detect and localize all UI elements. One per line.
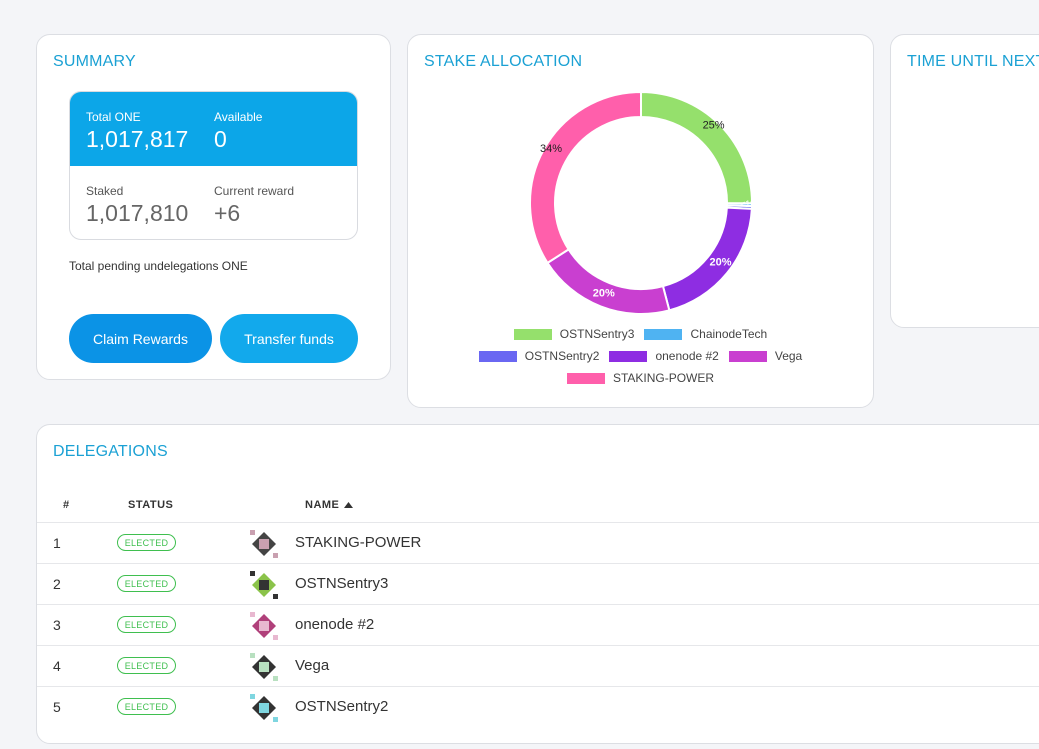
chart-legend: OSTNSentry3 ChainodeTech OSTNSentry2 onenod… xyxy=(408,323,873,389)
delegations-title: DELEGATIONS xyxy=(53,443,168,460)
total-one: Total ONE 1,017,817 xyxy=(86,110,188,153)
delegations-card: DELEGATIONS # STATUS NAME 1 ELECTED STAKIN… xyxy=(36,424,1039,744)
stake-allocation-title: STAKE ALLOCATION xyxy=(424,53,583,70)
legend-label: ChainodeTech xyxy=(690,327,768,341)
legend-item-ostnsentry2[interactable]: OSTNSentry2 xyxy=(478,349,600,363)
validator-avatar xyxy=(249,570,279,600)
table-row[interactable]: 5 ELECTED OSTNSentry2 xyxy=(37,686,1039,727)
legend-swatch xyxy=(566,372,605,384)
column-header-name-label: NAME xyxy=(305,499,340,511)
slice-label-staking-power: 34% xyxy=(540,143,562,155)
legend-swatch xyxy=(513,328,552,340)
current-reward-value: +6 xyxy=(214,200,241,226)
validator-name: STAKING-POWER xyxy=(295,534,422,551)
validator-avatar xyxy=(249,693,279,723)
stake-allocation-card: STAKE ALLOCATION 25% 20% 20% 34% <1% OSTNSen… xyxy=(407,34,874,408)
available-label: Available xyxy=(214,110,263,124)
legend-swatch xyxy=(609,350,648,362)
slice-onenode-2[interactable] xyxy=(661,206,753,312)
validator-avatar xyxy=(249,611,279,641)
current-reward-label: Current reward xyxy=(214,184,295,198)
validator-name: OSTNSentry2 xyxy=(295,698,389,715)
status-badge: ELECTED xyxy=(117,616,176,633)
slice-label-small: <1% xyxy=(740,199,758,209)
staked: Staked 1,017,810 xyxy=(86,184,188,227)
summary-details: Staked 1,017,810 Current reward +6 xyxy=(70,166,357,239)
time-until-next-card: TIME UNTIL NEXT xyxy=(890,34,1039,328)
legend-label: OSTNSentry3 xyxy=(559,327,635,341)
legend-swatch xyxy=(644,328,683,340)
slice-vega[interactable] xyxy=(546,248,671,315)
time-until-next-title: TIME UNTIL NEXT xyxy=(907,53,1039,70)
summary-box: Total ONE 1,017,817 Available 0 Staked 1… xyxy=(69,91,358,240)
summary-card: SUMMARY Total ONE 1,017,817 Available 0 … xyxy=(36,34,391,380)
transfer-funds-button[interactable]: Transfer funds xyxy=(220,314,358,363)
slice-label-vega: 20% xyxy=(593,288,615,300)
row-number: 5 xyxy=(53,699,61,715)
available-value: 0 xyxy=(214,126,227,152)
summary-header: Total ONE 1,017,817 Available 0 xyxy=(70,92,357,166)
table-row[interactable]: 2 ELECTED OSTNSentry3 xyxy=(37,563,1039,604)
slice-staking-power[interactable] xyxy=(529,90,642,265)
staked-value: 1,017,810 xyxy=(86,200,189,226)
slice-label-onenode-2: 20% xyxy=(709,257,731,269)
legend-label: OSTNSentry2 xyxy=(524,349,600,363)
legend-row: OSTNSentry3 ChainodeTech xyxy=(408,323,873,345)
row-number: 1 xyxy=(53,535,61,551)
validator-name: onenode #2 xyxy=(295,616,375,633)
legend-item-chainodetech[interactable]: ChainodeTech xyxy=(644,327,767,341)
row-number: 2 xyxy=(53,576,61,592)
legend-item-vega[interactable]: Vega xyxy=(728,349,803,363)
slice-ostnsentry3[interactable] xyxy=(640,90,753,205)
status-badge: ELECTED xyxy=(117,698,176,715)
table-row[interactable]: 1 ELECTED STAKING-POWER xyxy=(37,522,1039,563)
legend-item-staking-power[interactable]: STAKING-POWER xyxy=(566,371,715,385)
table-row[interactable]: 3 ELECTED onenode #2 xyxy=(37,604,1039,645)
validator-name: OSTNSentry3 xyxy=(295,575,389,592)
legend-row: OSTNSentry2 onenode #2 Vega xyxy=(408,345,873,367)
pending-undelegations: Total pending undelegations ONE xyxy=(69,259,248,273)
slice-label-ostnsentry3: 25% xyxy=(703,120,725,132)
total-one-value: 1,017,817 xyxy=(86,126,189,152)
column-header-name[interactable]: NAME xyxy=(305,499,354,511)
table-row[interactable]: 4 ELECTED Vega xyxy=(37,645,1039,686)
legend-label: Vega xyxy=(774,349,803,363)
sort-up-icon xyxy=(344,502,354,508)
legend-label: onenode #2 xyxy=(655,349,719,363)
summary-title: SUMMARY xyxy=(53,53,136,70)
validator-avatar xyxy=(249,529,279,559)
status-badge: ELECTED xyxy=(117,534,176,551)
legend-swatch xyxy=(728,350,767,362)
column-header-num[interactable]: # xyxy=(63,499,70,511)
current-reward: Current reward +6 xyxy=(214,184,294,227)
row-number: 3 xyxy=(53,617,61,633)
claim-rewards-button[interactable]: Claim Rewards xyxy=(69,314,212,363)
status-badge: ELECTED xyxy=(117,575,176,592)
legend-item-ostnsentry3[interactable]: OSTNSentry3 xyxy=(513,327,635,341)
validator-name: Vega xyxy=(295,657,330,674)
legend-row: STAKING-POWER xyxy=(408,367,873,389)
available: Available 0 xyxy=(214,110,262,153)
stake-donut-chart: 25% 20% 20% 34% <1% xyxy=(529,90,758,315)
legend-item-onenode-2[interactable]: onenode #2 xyxy=(609,349,719,363)
status-badge: ELECTED xyxy=(117,657,176,674)
legend-label: STAKING-POWER xyxy=(612,371,715,385)
column-header-status[interactable]: STATUS xyxy=(128,499,174,511)
validator-avatar xyxy=(249,652,279,682)
total-one-label: Total ONE xyxy=(86,110,141,124)
row-number: 4 xyxy=(53,658,61,674)
legend-swatch xyxy=(478,350,517,362)
staked-label: Staked xyxy=(86,184,124,198)
